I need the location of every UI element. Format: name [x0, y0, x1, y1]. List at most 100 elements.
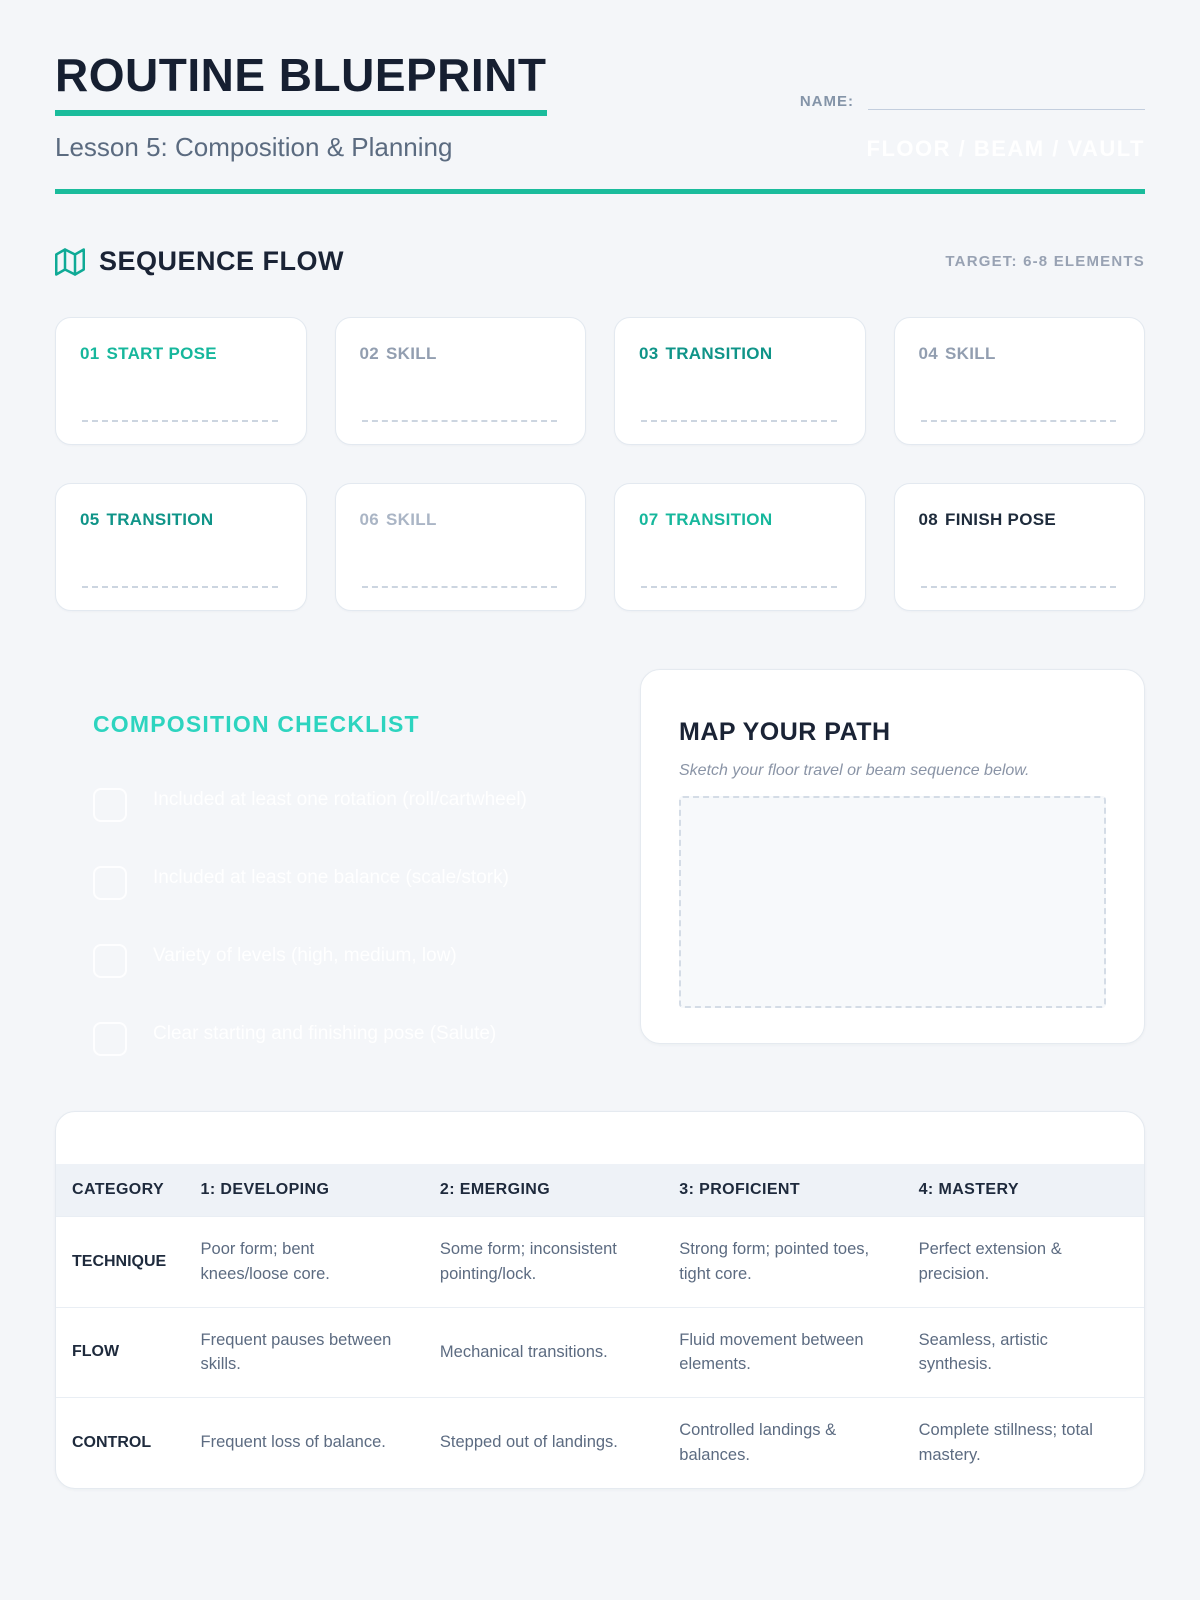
rubric-cell: Some form; inconsistent pointing/lock. [439, 1240, 617, 1283]
checklist-title: COMPOSITION CHECKLIST [93, 711, 420, 737]
rubric-cell: Frequent loss of balance. [200, 1433, 386, 1452]
rubric-cell: Stepped out of landings. [439, 1433, 618, 1452]
rubric-cell: Strong form; pointed toes, tight core. [679, 1240, 870, 1283]
middle-section: COMPOSITION CHECKLIST Included at least … [55, 669, 1145, 1056]
checklist-item: Included at least one rotation (roll/car… [93, 786, 580, 822]
sequence-card-05: 05 TRANSITION [55, 483, 307, 611]
card-number: 06 [359, 510, 380, 529]
section-title-sequence-flow: SEQUENCE FLOW [99, 246, 345, 276]
rubric-cell: Perfect extension & precision. [918, 1240, 1062, 1283]
page-title: ROUTINE BLUEPRINT [55, 52, 547, 116]
sketch-area[interactable] [679, 796, 1106, 1008]
checklist-item: Included at least one balance (scale/sto… [93, 864, 580, 900]
map-your-path-card: MAP YOUR PATH Sketch your floor travel o… [640, 669, 1145, 1044]
card-number: 04 [918, 344, 939, 363]
card-write-line[interactable] [641, 586, 837, 588]
checkbox[interactable] [93, 944, 127, 978]
card-title: SKILL [386, 344, 437, 363]
card-write-line[interactable] [361, 420, 557, 422]
rubric-cell: Poor form; bent knees/loose core. [200, 1240, 330, 1283]
rubric-cell: Controlled landings & balances. [679, 1421, 837, 1464]
card-write-line[interactable] [82, 420, 278, 422]
name-label: NAME: [799, 93, 854, 110]
card-number: 05 [80, 510, 100, 529]
sequence-card-grid: 01 START POSE 02 SKILL 03 TRANSITION 04 … [55, 317, 1145, 611]
header-divider [55, 189, 1145, 194]
card-label: 07 TRANSITION [639, 510, 841, 530]
card-title: TRANSITION [106, 510, 214, 529]
rubric-header-cell: 4: MASTERY [904, 1164, 1144, 1217]
rubric-cell: Seamless, artistic synthesis. [918, 1330, 1048, 1374]
rubric-row-flow: FLOW Frequent pauses between skills. Mec… [56, 1307, 1144, 1398]
rubric-header-cell: 2: EMERGING [425, 1164, 666, 1217]
rubric-category-cell: TECHNIQUE [72, 1252, 167, 1270]
card-write-line[interactable] [920, 586, 1116, 588]
card-title: TRANSITION [665, 344, 773, 363]
card-write-line[interactable] [920, 420, 1116, 422]
rubric-cell: Fluid movement between elements. [679, 1330, 864, 1374]
sequence-card-04: 04 SKILL [893, 317, 1145, 445]
map-title: MAP YOUR PATH [679, 718, 891, 746]
card-label: 05 TRANSITION [80, 510, 282, 530]
map-subtitle: Sketch your floor travel or beam sequenc… [679, 762, 1030, 779]
card-label: 01 START POSE [80, 344, 282, 364]
card-label: 04 SKILL [919, 344, 1121, 364]
sequence-card-08: 08 FINISH POSE [893, 483, 1145, 611]
checklist-item-label: Variety of levels (high, medium, low) [153, 945, 457, 966]
rubric-category-cell: CONTROL [72, 1433, 152, 1451]
rubric-row-control: CONTROL Frequent loss of balance. Steppe… [56, 1397, 1144, 1488]
sequence-card-06: 06 SKILL [334, 483, 586, 611]
checklist-item: Variety of levels (high, medium, low) [93, 942, 580, 978]
sequence-card-07: 07 TRANSITION [614, 483, 866, 611]
rubric-header-cell: CATEGORY [56, 1164, 187, 1217]
rubric-category-cell: FLOW [72, 1343, 120, 1361]
lesson-subtitle: Lesson 5: Composition & Planning [55, 132, 453, 162]
rubric-row-technique: TECHNIQUE Poor form; bent knees/loose co… [56, 1216, 1144, 1308]
rubric-header-row: CATEGORY 1: DEVELOPING 2: EMERGING 3: PR… [56, 1164, 1144, 1217]
checklist-item-label: Included at least one rotation (roll/car… [153, 789, 527, 810]
card-number: 07 [639, 510, 659, 529]
rubric-header-cell: 1: DEVELOPING [186, 1164, 426, 1217]
map-icon [55, 247, 85, 276]
card-title: FINISH POSE [945, 510, 1057, 529]
rubric-header-cell: 3: PROFICIENT [665, 1164, 905, 1217]
checkbox[interactable] [93, 788, 127, 822]
sequence-section-header: SEQUENCE FLOW TARGET: 6-8 ELEMENTS [55, 246, 1145, 277]
worksheet-page: ROUTINE BLUEPRINT Lesson 5: Composition … [55, 52, 1145, 1489]
card-label: 06 SKILL [360, 510, 562, 530]
checklist-item-label: Included at least one balance (scale/sto… [153, 867, 509, 888]
header: ROUTINE BLUEPRINT Lesson 5: Composition … [55, 52, 1145, 163]
header-left: ROUTINE BLUEPRINT Lesson 5: Composition … [55, 52, 547, 163]
card-write-line[interactable] [361, 586, 557, 588]
sequence-card-02: 02 SKILL [334, 317, 586, 445]
card-label: 02 SKILL [360, 344, 562, 364]
apparatus-options: FLOOR / BEAM / VAULT [866, 136, 1145, 161]
card-title: SKILL [386, 510, 437, 529]
checkbox[interactable] [93, 866, 127, 900]
rubric-cell: Frequent pauses between skills. [200, 1330, 392, 1374]
sequence-card-01: 01 START POSE [55, 317, 307, 445]
checklist-item: Clear starting and finishing pose (Salut… [93, 1020, 580, 1056]
checkbox[interactable] [93, 1022, 127, 1056]
rubric-cell: Complete stillness; total mastery. [918, 1421, 1093, 1464]
card-title: TRANSITION [665, 510, 773, 529]
card-number: 03 [639, 344, 659, 363]
checklist-item-label: Clear starting and finishing pose (Salut… [153, 1023, 497, 1044]
card-number: 02 [359, 344, 380, 363]
name-input-line[interactable] [868, 90, 1145, 110]
card-title: START POSE [106, 344, 217, 363]
composition-checklist: COMPOSITION CHECKLIST Included at least … [55, 669, 580, 1056]
rubric-card: CATEGORY 1: DEVELOPING 2: EMERGING 3: PR… [55, 1111, 1145, 1489]
card-number: 01 [80, 344, 100, 363]
rubric-cell: Mechanical transitions. [439, 1342, 608, 1361]
card-label: 03 TRANSITION [639, 344, 841, 364]
target-badge: TARGET: 6-8 ELEMENTS [945, 253, 1145, 270]
card-label: 08 FINISH POSE [919, 510, 1121, 530]
card-write-line[interactable] [641, 420, 837, 422]
sequence-card-03: 03 TRANSITION [614, 317, 866, 445]
rubric-table: CATEGORY 1: DEVELOPING 2: EMERGING 3: PR… [56, 1164, 1144, 1488]
header-right: NAME: FLOOR / BEAM / VAULT [800, 52, 1145, 162]
card-number: 08 [918, 510, 939, 529]
card-write-line[interactable] [82, 586, 278, 588]
card-title: SKILL [945, 344, 996, 363]
